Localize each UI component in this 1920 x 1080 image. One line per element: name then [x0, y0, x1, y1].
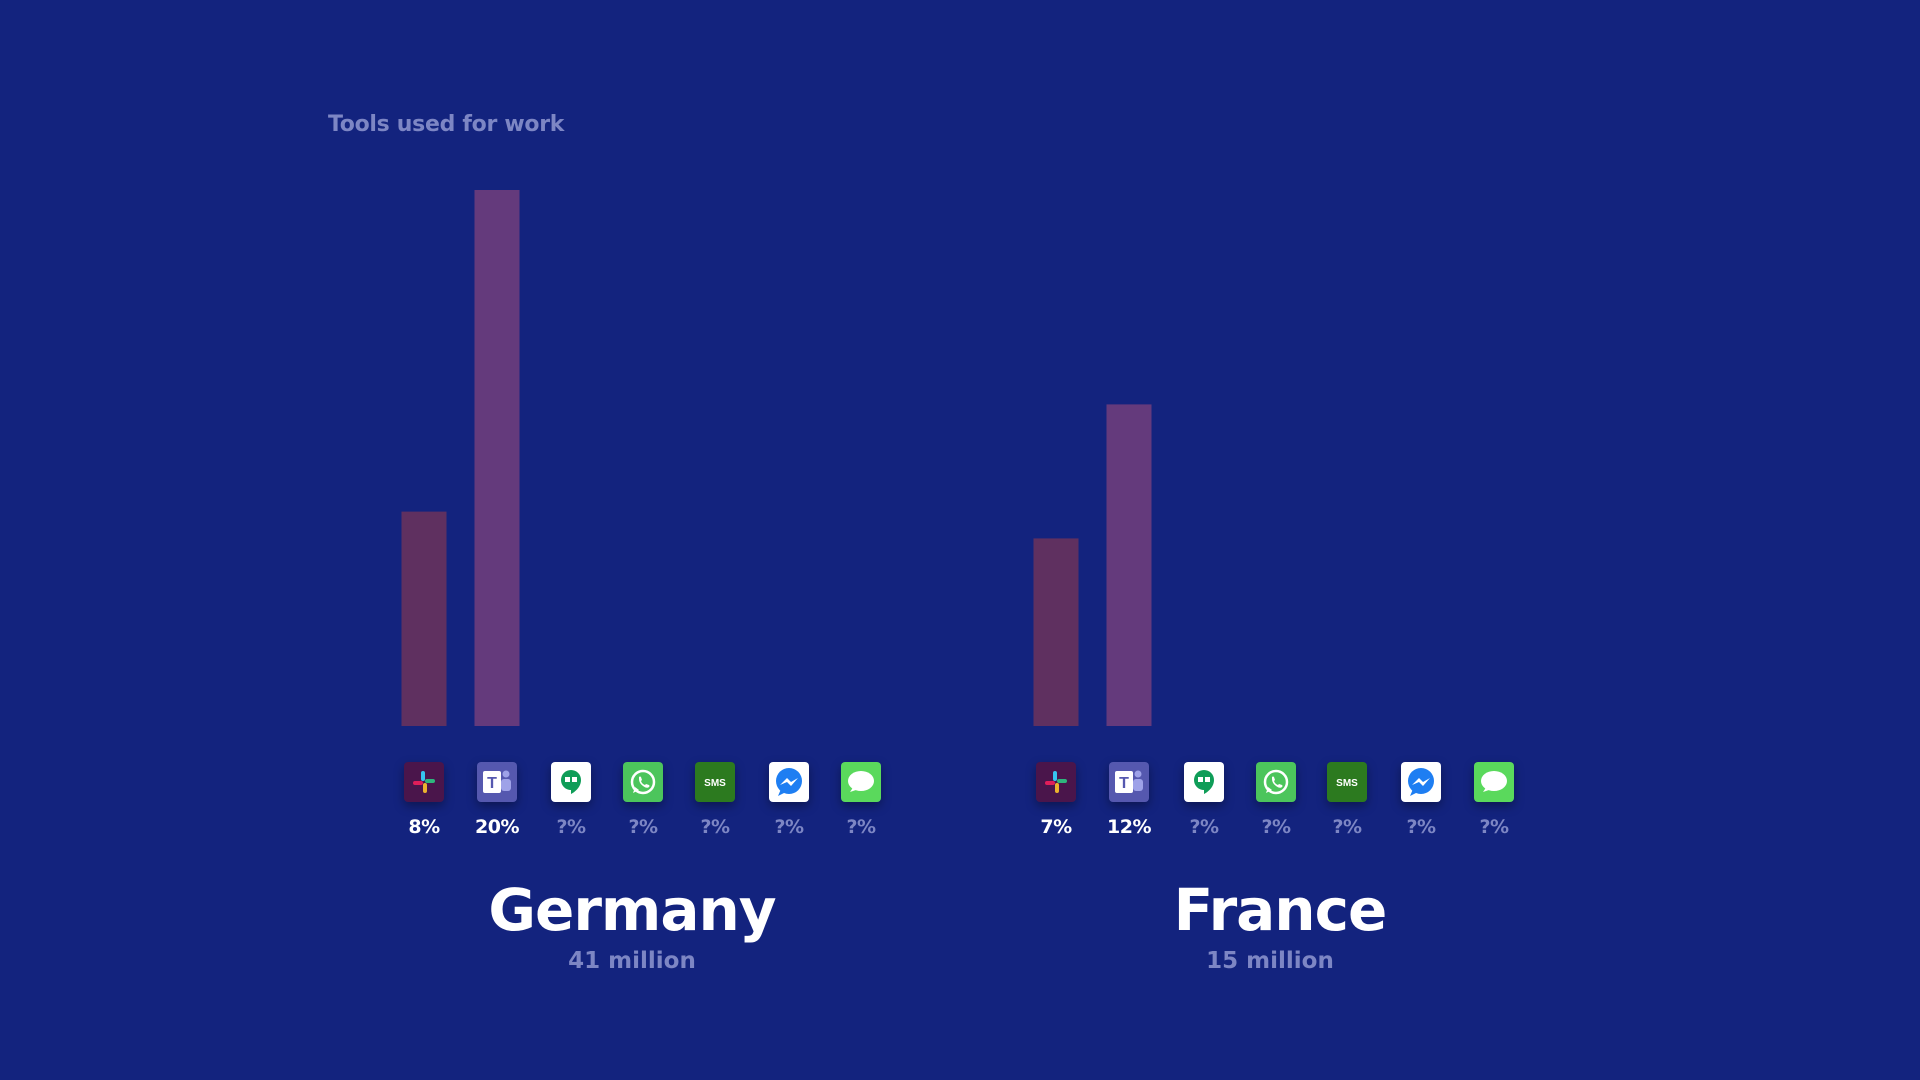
bar-france-slack: [1033, 538, 1079, 726]
data-label: ?%: [1406, 816, 1436, 838]
country-name: France: [1173, 876, 1388, 944]
bar-france-teams: [1106, 404, 1152, 726]
sms-icon: SMS: [695, 762, 735, 802]
data-label: 8%: [408, 816, 440, 838]
data-label: ?%: [846, 816, 876, 838]
data-label: 7%: [1040, 816, 1072, 838]
svg-text:SMS: SMS: [704, 778, 726, 789]
sms-icon: SMS: [1327, 762, 1367, 802]
data-label: 20%: [475, 816, 519, 838]
hangouts-icon: [1184, 762, 1224, 802]
country-population: 15 million: [1206, 948, 1334, 974]
slack-icon: [404, 762, 444, 802]
svg-text:T: T: [487, 775, 497, 792]
messenger-icon: [769, 762, 809, 802]
teams-icon: T: [1109, 762, 1149, 802]
whatsapp-icon: [623, 762, 663, 802]
data-label: ?%: [774, 816, 804, 838]
slack-icon: [1036, 762, 1076, 802]
teams-icon: T: [477, 762, 517, 802]
svg-text:SMS: SMS: [1336, 778, 1358, 789]
data-label: ?%: [628, 816, 658, 838]
messenger-icon: [1401, 762, 1441, 802]
hangouts-icon: [551, 762, 591, 802]
whatsapp-icon: [1256, 762, 1296, 802]
svg-text:T: T: [1119, 775, 1129, 792]
data-label: ?%: [1261, 816, 1291, 838]
data-label: 12%: [1107, 816, 1151, 838]
messages-icon: [841, 762, 881, 802]
data-label: ?%: [1479, 816, 1509, 838]
chart-title: Tools used for work: [328, 112, 565, 137]
bar-germany-teams: [474, 190, 520, 726]
messages-icon: [1474, 762, 1514, 802]
data-label: ?%: [1332, 816, 1362, 838]
bar-germany-slack: [401, 511, 447, 726]
country-name: Germany: [488, 876, 776, 944]
data-label: ?%: [700, 816, 730, 838]
data-label: ?%: [1189, 816, 1219, 838]
data-label: ?%: [556, 816, 586, 838]
country-population: 41 million: [568, 948, 696, 974]
